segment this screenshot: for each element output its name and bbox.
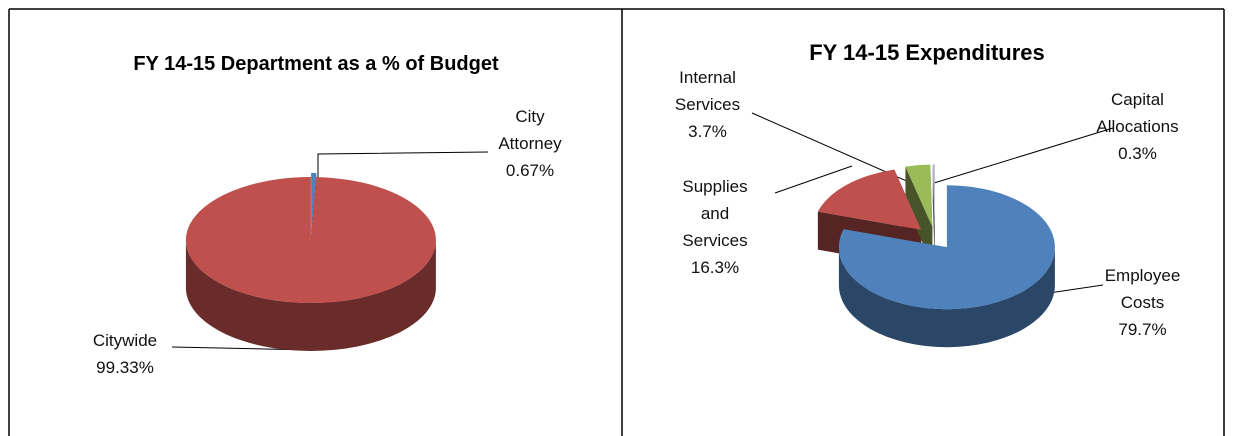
data-label: Supplies and Services 16.3%	[670, 173, 760, 281]
category-label: Capital Allocations	[1096, 90, 1179, 136]
value-label: 0.3%	[1118, 144, 1157, 163]
chart-title: FY 14-15 Expenditures	[809, 40, 1045, 65]
chart-title: FY 14-15 Department as a % of Budget	[133, 53, 499, 75]
data-label: Capital Allocations 0.3%	[1075, 86, 1200, 167]
data-label: Citywide 99.33%	[80, 327, 170, 381]
pie-slice	[838, 185, 1055, 310]
leader-line	[933, 127, 1114, 184]
category-label: Supplies and Services	[682, 177, 748, 250]
value-label: 3.7%	[688, 122, 727, 141]
leader-line	[317, 151, 489, 183]
value-label: 99.33%	[96, 358, 154, 377]
data-label: Internal Services 3.7%	[665, 64, 750, 145]
category-label: Internal Services	[674, 68, 741, 114]
pie-slice	[905, 164, 933, 227]
pie-slice	[185, 177, 436, 304]
value-label: 16.3%	[690, 258, 740, 277]
value-label: 0.67%	[505, 161, 555, 180]
value-label: 79.7%	[1118, 320, 1167, 339]
frame	[8, 8, 1225, 436]
pie-side	[185, 240, 436, 352]
category-label: Citywide	[92, 331, 158, 350]
pie-slice	[817, 169, 922, 230]
data-label: Employee Costs 79.7%	[1095, 262, 1190, 343]
pie-slice	[932, 164, 935, 227]
category-label: Employee Costs	[1104, 266, 1181, 312]
pie-slice	[311, 172, 317, 236]
pie-cut	[932, 164, 935, 265]
leader-line	[774, 165, 853, 194]
data-label: City Attorney 0.67%	[485, 103, 575, 184]
pie-cut	[905, 166, 933, 265]
category-label: City Attorney	[498, 107, 562, 153]
pie-side	[838, 247, 1055, 348]
